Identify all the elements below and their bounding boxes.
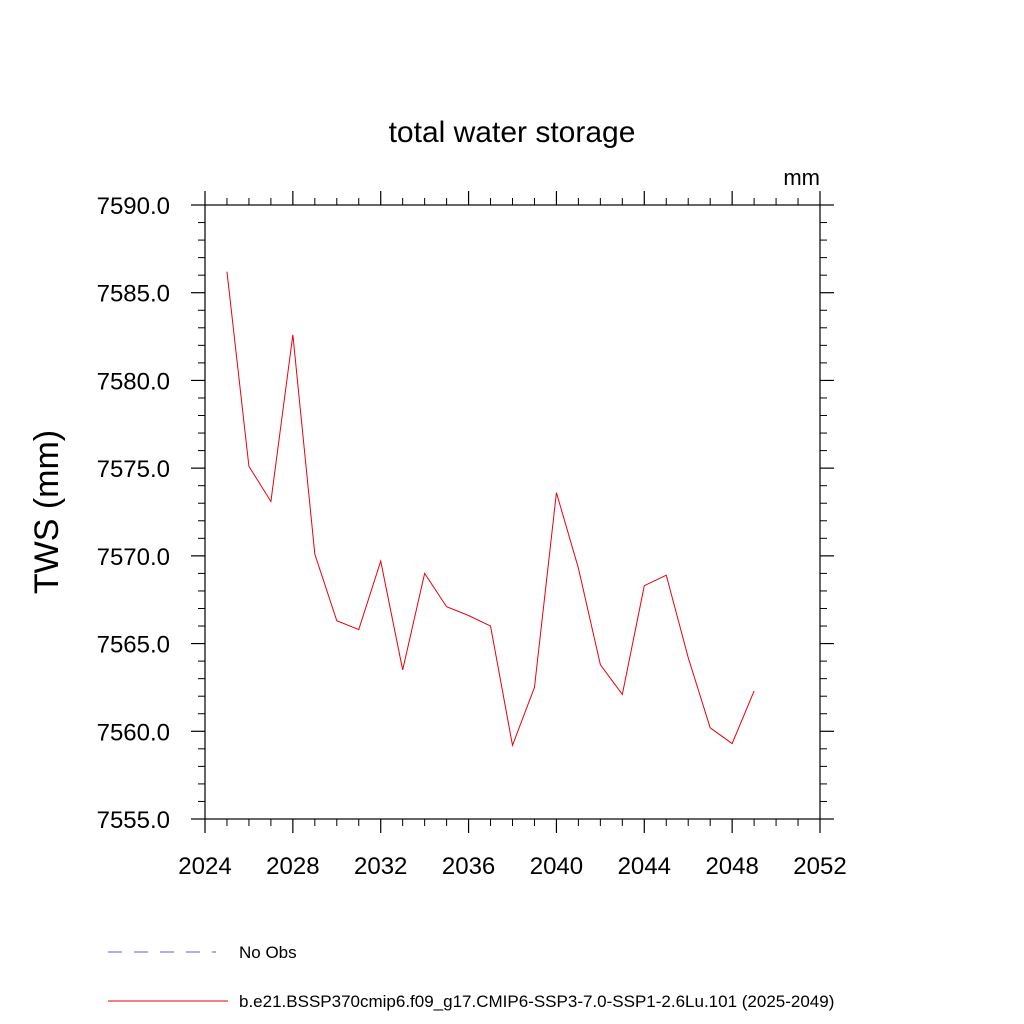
x-tick-label: 2036 (442, 853, 495, 880)
y-tick-label: 7585.0 (97, 281, 170, 308)
x-tick-label: 2032 (354, 853, 407, 880)
y-tick-label: 7575.0 (97, 456, 170, 483)
units-label: mm (783, 165, 820, 190)
x-tick-label: 2052 (793, 853, 846, 880)
x-tick-label: 2048 (705, 853, 758, 880)
x-tick-label: 2024 (178, 853, 231, 880)
axis-ticks (191, 191, 834, 833)
legend: No Obs b.e21.BSSP370cmip6.f09_g17.CMIP6-… (108, 943, 834, 1011)
legend-label-model: b.e21.BSSP370cmip6.f09_g17.CMIP6-SSP3-7.… (239, 992, 834, 1011)
x-tick-label: 2044 (618, 853, 671, 880)
x-tick-label: 2040 (530, 853, 583, 880)
y-tick-label: 7580.0 (97, 368, 170, 395)
y-axis-label: TWS (mm) (28, 430, 66, 594)
y-tick-label: 7590.0 (97, 193, 170, 220)
series-line-0 (226, 271, 755, 748)
series-group (226, 271, 755, 748)
y-tick-label: 7560.0 (97, 719, 170, 746)
plot-frame (204, 204, 821, 820)
chart-title: total water storage (389, 116, 636, 149)
tick-labels: 2024 2028 2032 2036 2040 2044 2048 2052 7555.0 75… (97, 193, 847, 880)
y-tick-label: 7570.0 (97, 544, 170, 571)
legend-label-no-obs: No Obs (239, 943, 297, 962)
x-tick-label: 2028 (266, 853, 319, 880)
y-tick-label: 7555.0 (97, 807, 170, 834)
y-tick-label: 7565.0 (97, 632, 170, 659)
